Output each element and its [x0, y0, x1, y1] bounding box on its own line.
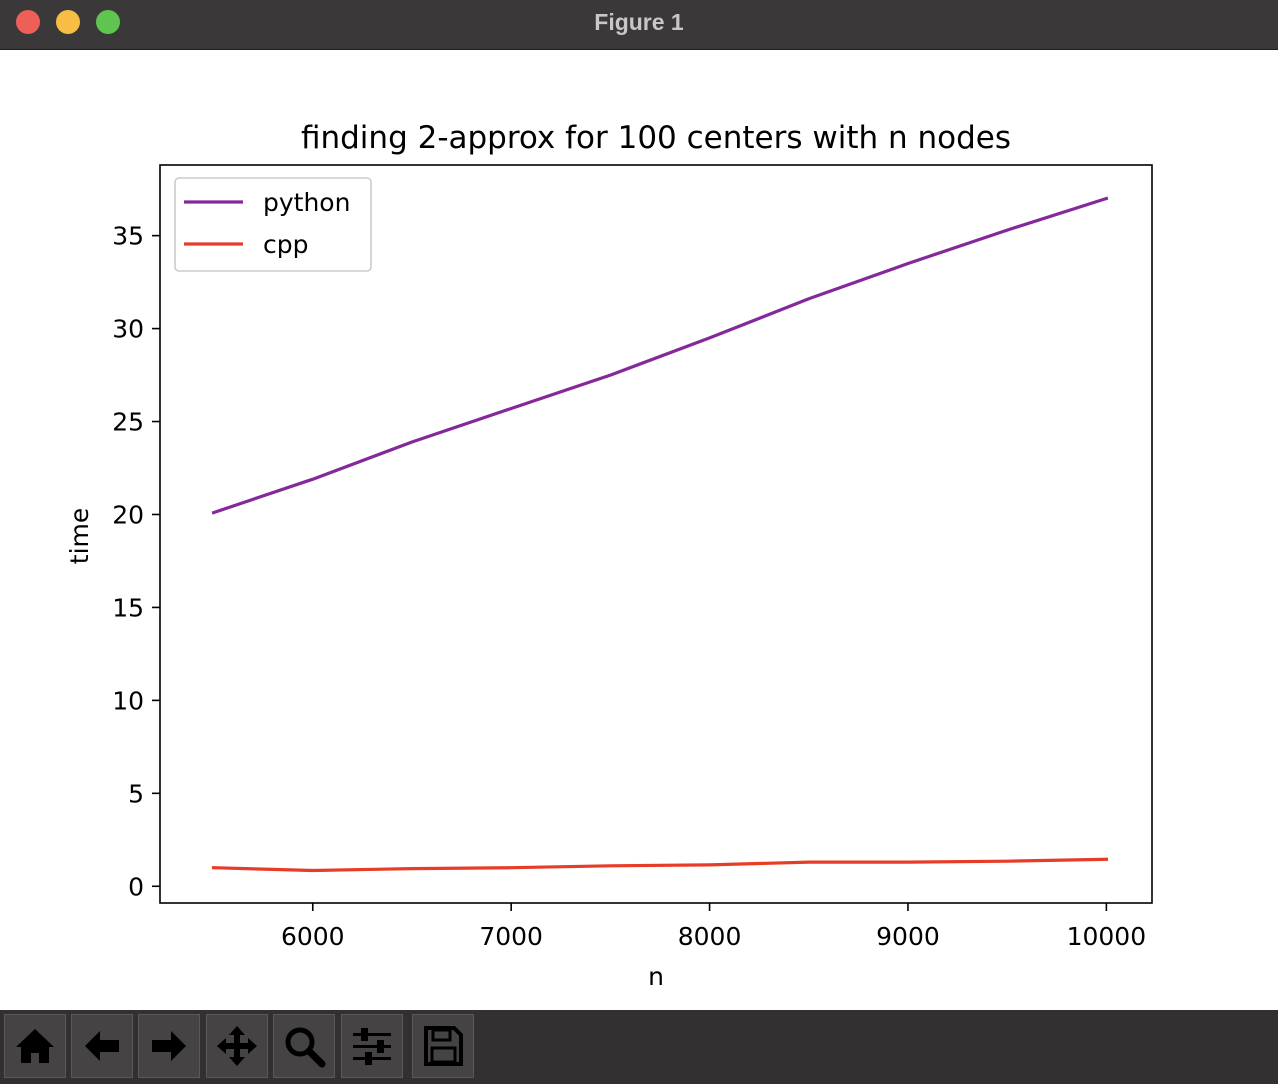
x-tick-label: 6000 [281, 922, 345, 951]
close-window-button[interactable] [16, 10, 40, 34]
arrow-left-icon [85, 1031, 119, 1061]
magnifier-icon [285, 1027, 326, 1068]
series-line-python [211, 196, 1109, 515]
sliders-icon [353, 1028, 391, 1065]
y-tick-label: 10 [112, 686, 144, 715]
chart-title: finding 2-approx for 100 centers with n … [301, 120, 1011, 156]
y-tick-label: 20 [112, 500, 144, 529]
legend-label-python: python [263, 188, 350, 217]
minimize-window-button[interactable] [56, 10, 80, 34]
window-titlebar: Figure 1 [0, 0, 1278, 50]
plot-frame [159, 164, 1153, 904]
axes: 6000 7000 8000 9000 10000 0 5 10 15 20 25 30 35 [112, 164, 1153, 951]
window-title: Figure 1 [594, 9, 684, 35]
x-tick-label: 7000 [479, 922, 543, 951]
series-lines [211, 196, 1109, 873]
home-icon [16, 1029, 54, 1063]
save-button[interactable] [412, 1014, 474, 1078]
legend-label-cpp: cpp [263, 230, 308, 259]
x-axis-label: n [648, 962, 664, 991]
move-icon [217, 1026, 257, 1066]
line-chart: finding 2-approx for 100 centers with n … [65, 120, 1153, 991]
y-tick-label: 15 [112, 593, 144, 622]
y-axis-label: time [65, 508, 94, 564]
back-button[interactable] [71, 1014, 133, 1078]
zoom-window-button[interactable] [96, 10, 120, 34]
home-button[interactable] [4, 1014, 66, 1078]
y-tick-label: 30 [112, 315, 144, 344]
navigation-toolbar [0, 1010, 1278, 1084]
y-tick-label: 25 [112, 408, 144, 437]
y-tick-label: 35 [112, 222, 144, 251]
zoom-button[interactable] [273, 1014, 335, 1078]
x-tick-label: 10000 [1067, 922, 1147, 951]
floppy-disk-icon [424, 1026, 463, 1066]
figure-canvas: finding 2-approx for 100 centers with n … [0, 50, 1278, 1010]
y-tick-label: 0 [128, 872, 144, 901]
series-line-cpp [211, 857, 1109, 873]
forward-button[interactable] [138, 1014, 200, 1078]
x-tick-label: 9000 [876, 922, 940, 951]
arrow-right-icon [152, 1031, 186, 1061]
pan-button[interactable] [206, 1014, 268, 1078]
configure-subplots-button[interactable] [341, 1014, 403, 1078]
x-tick-label: 8000 [678, 922, 742, 951]
y-tick-label: 5 [128, 779, 144, 808]
legend: python cpp [174, 177, 372, 272]
